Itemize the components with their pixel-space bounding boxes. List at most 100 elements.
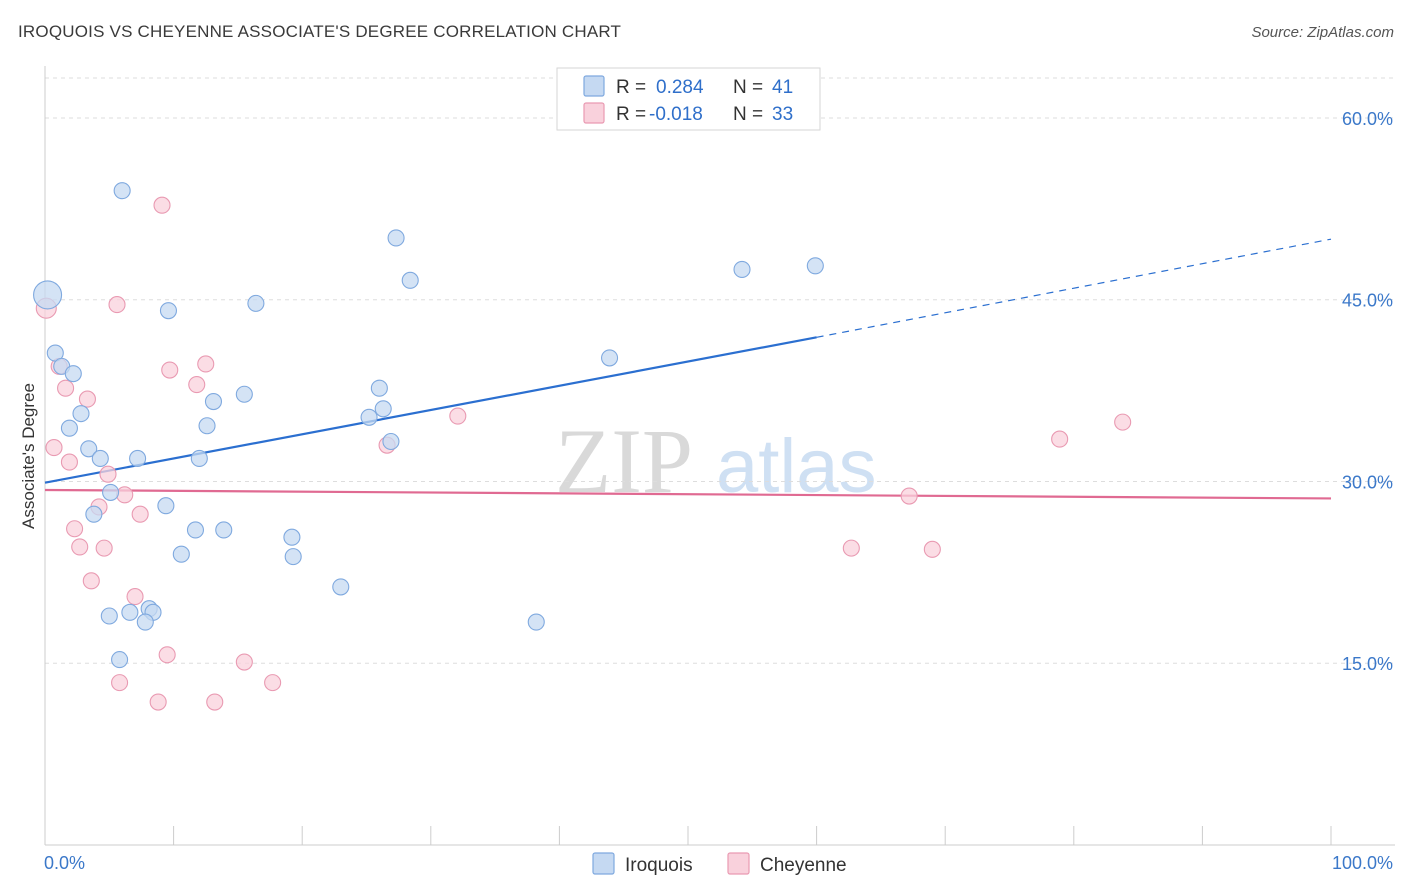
legend-n-value-1: 41 [772,77,793,98]
correlation-legend: R = 0.284 N = 41 R = -0.018 N = 33 [556,67,821,131]
series-legend: Iroquois Cheyenne [592,852,847,876]
axes [44,66,1395,846]
y-tick-label: 60.0% [1342,109,1393,129]
cheyenne-point [235,653,253,671]
iroquois-point [332,578,350,596]
legend-r-label-1: R = [616,77,646,98]
cheyenne-point [78,390,96,408]
iroquois-point [382,432,400,451]
legend-swatch-iroquois [583,75,605,97]
iroquois-point [215,521,233,539]
iroquois-point [113,182,131,200]
iroquois-point [235,385,253,403]
series-swatch-cheyenne [727,852,750,875]
series-swatch-iroquois [592,852,615,875]
cheyenne-point [71,538,89,556]
x-tick-label-min: 0.0% [44,853,85,873]
iroquois-point [129,449,147,468]
cheyenne-point [197,355,215,373]
iroquois-point [72,405,90,423]
trend-lines [44,238,1332,500]
iroquois-point [60,419,78,437]
source-credit: Source: ZipAtlas.com [1251,24,1394,41]
cheyenne-point [188,376,206,394]
iroquois-point [387,229,405,247]
iroquois-point [157,497,175,515]
iroquois-point [283,528,301,546]
series-label-iroquois: Iroquois [625,855,693,876]
cheyenne-point [108,296,126,314]
iroquois-point [136,613,154,631]
cheyenne-point [82,572,100,590]
legend-swatch-cheyenne [583,102,605,124]
cheyenne-point [153,196,171,214]
y-axis-label: Associate's Degree [19,383,38,529]
iroquois-point [85,505,103,523]
cheyenne-point [131,505,149,523]
cheyenne-point [1051,430,1069,448]
iroquois-point [64,365,82,383]
cheyenne-point [158,646,176,664]
series-label-cheyenne: Cheyenne [760,855,847,876]
cheyenne-point [57,379,75,397]
iroquois-point [601,349,619,367]
iroquois-trend-extension [816,238,1332,338]
cheyenne-point [900,487,918,505]
iroquois-point [121,603,139,621]
iroquois-point [172,545,190,563]
iroquois-point [401,271,419,289]
y-tick-label: 45.0% [1342,291,1393,311]
iroquois-point [159,302,178,320]
legend-r-value-2: -0.018 [649,104,703,125]
cheyenne-point [264,674,282,692]
iroquois-point [190,449,208,468]
iroquois-point [806,257,824,275]
cheyenne-point [923,540,941,558]
legend-n-label-2: N = [733,104,763,125]
cheyenne-point [206,693,224,711]
iroquois-point [284,548,302,566]
tick-labels: 15.0% 30.0% 45.0% 60.0% 0.0% 100.0% [44,109,1393,873]
iroquois-point [186,521,205,539]
cheyenne-point [161,361,179,379]
grid-lines [45,77,1395,664]
iroquois-point [111,651,129,669]
cheyenne-point [66,520,84,538]
watermark-zip: ZIP [555,410,693,512]
iroquois-point [33,280,63,310]
cheyenne-point [45,439,63,457]
iroquois-point [360,408,378,426]
cheyenne-point [449,407,467,425]
legend-r-value-1: 0.284 [656,77,704,98]
cheyenne-point [1114,413,1132,431]
iroquois-point [733,260,751,278]
legend-n-label-1: N = [733,77,763,98]
iroquois-point [204,392,223,411]
iroquois-point [370,379,388,397]
cheyenne-point [116,486,134,504]
cheyenne-point [60,453,78,471]
y-tick-label: 15.0% [1342,654,1393,674]
iroquois-trend-line [44,336,817,484]
cheyenne-point [126,588,144,606]
iroquois-point [374,400,392,418]
cheyenne-point [842,539,860,557]
data-points [33,182,1132,711]
cheyenne-point [111,674,129,692]
legend-r-label-2: R = [616,104,646,125]
cheyenne-trend-line [44,488,1332,500]
y-tick-label: 30.0% [1342,472,1393,492]
legend-n-value-2: 33 [772,104,793,125]
x-tick-label-max: 100.0% [1332,853,1393,873]
cheyenne-point [149,693,167,711]
iroquois-point [100,607,118,625]
iroquois-point [80,440,98,458]
iroquois-point [527,613,545,631]
iroquois-point [247,294,265,312]
iroquois-point [198,417,216,435]
iroquois-point [102,483,120,501]
cheyenne-point [95,539,113,557]
chart-title: IROQUOIS VS CHEYENNE ASSOCIATE'S DEGREE … [18,22,622,41]
iroquois-point [91,449,109,468]
